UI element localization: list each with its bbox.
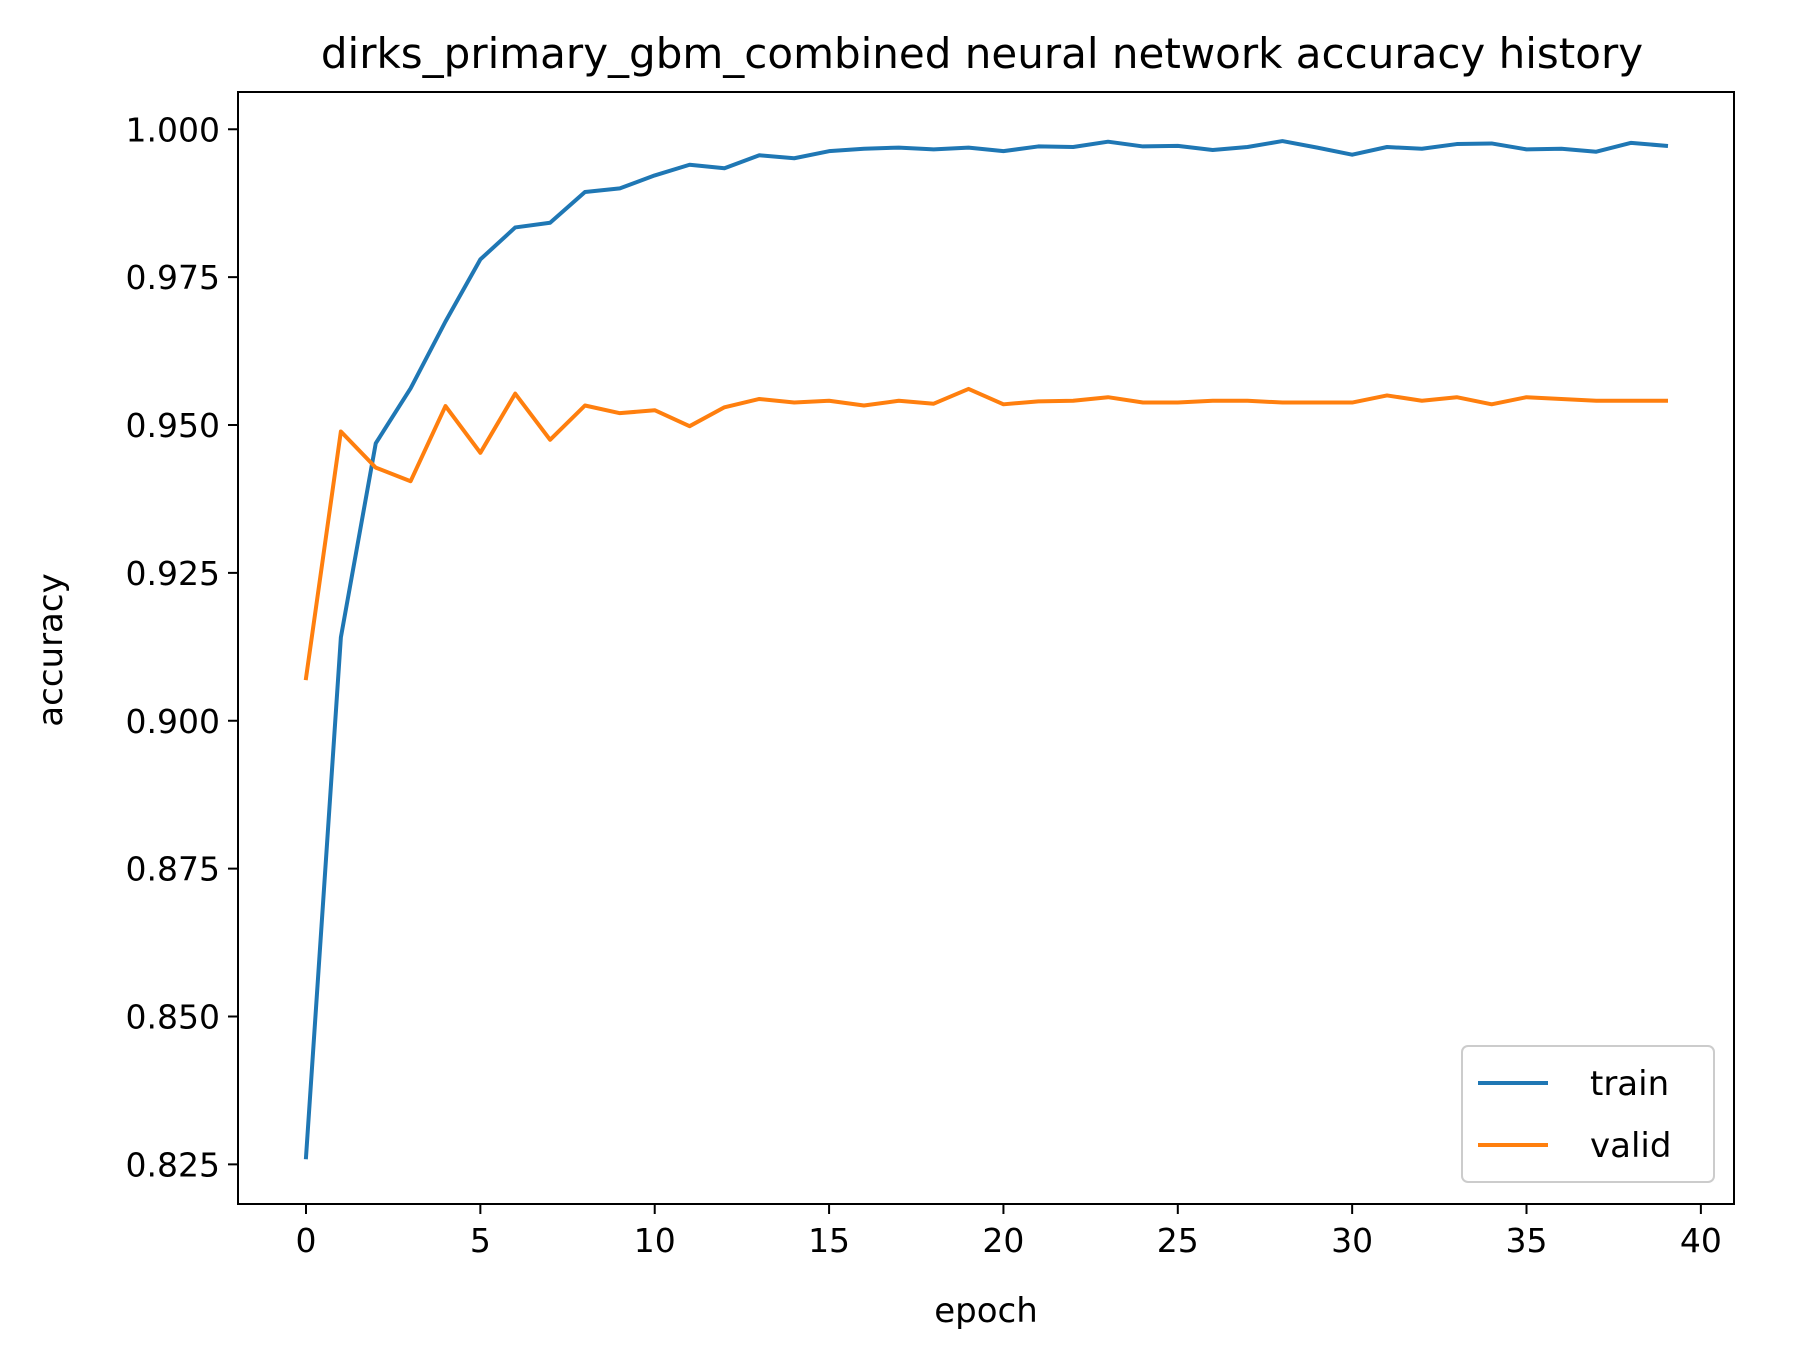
y-tick-label: 1.000 [126, 110, 220, 149]
plot-frame [237, 91, 1735, 1205]
legend: train valid [1461, 1045, 1715, 1183]
x-tick-label: 35 [1506, 1221, 1548, 1260]
x-tick-label: 25 [1157, 1221, 1199, 1260]
legend-label-valid: valid [1590, 1126, 1671, 1166]
plot-area: 0 5 10 15 20 25 30 35 40 0.825 0.850 0.875 0.900 0.9… [126, 91, 1735, 1260]
y-tick-label: 0.900 [126, 702, 220, 741]
x-tick-label: 0 [296, 1221, 317, 1260]
series-line-valid [303, 386, 1668, 681]
y-tick-label: 0.825 [126, 1145, 220, 1184]
y-tick-label: 0.975 [126, 258, 220, 297]
series-line-train [303, 139, 1669, 1160]
x-axis-ticks: 0 5 10 15 20 25 30 35 40 [296, 1204, 1722, 1260]
legend-label-train: train [1590, 1064, 1669, 1104]
x-axis-label: epoch [934, 1291, 1038, 1331]
y-tick-label: 0.950 [126, 406, 220, 445]
x-tick-label: 40 [1680, 1221, 1722, 1260]
y-tick-label: 0.850 [126, 997, 220, 1036]
x-tick-label: 15 [808, 1221, 850, 1260]
y-axis-label: accuracy [31, 573, 71, 726]
y-tick-label: 0.925 [126, 554, 220, 593]
y-tick-label: 0.875 [126, 850, 220, 889]
legend-box [1461, 1045, 1715, 1183]
chart-title: dirks_primary_gbm_combined neural networ… [321, 29, 1643, 78]
series-layer [303, 139, 1669, 1160]
x-tick-label: 30 [1331, 1221, 1373, 1260]
y-axis-ticks: 0.825 0.850 0.875 0.900 0.925 0.950 0.975 1.000 [126, 110, 238, 1184]
x-tick-label: 10 [634, 1221, 676, 1260]
x-tick-label: 5 [470, 1221, 491, 1260]
x-tick-label: 20 [982, 1221, 1024, 1260]
